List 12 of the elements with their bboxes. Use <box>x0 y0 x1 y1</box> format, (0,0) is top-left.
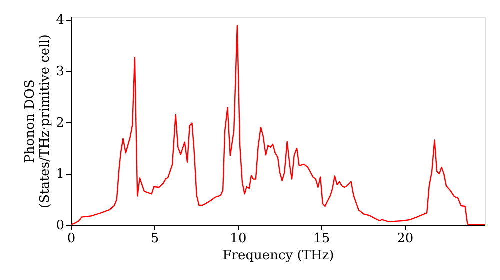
y-tick-label: 0 <box>56 218 64 234</box>
y-tick-label: 2 <box>56 116 64 131</box>
x-tick-label: 10 <box>230 232 247 246</box>
y-tick-label: 1 <box>56 167 64 182</box>
x-tick-label: 5 <box>150 232 160 246</box>
y-tick-label: 3 <box>56 64 64 80</box>
x-axis-title: Frequency (THz) <box>222 248 334 264</box>
y-tick-label: 4 <box>56 13 64 28</box>
x-tick-label: 15 <box>314 232 330 246</box>
y-axis-title: Phonon DOS (States/THz·primitive cell) <box>23 34 54 209</box>
x-tick-label: 20 <box>397 232 414 246</box>
x-tick-label: 0 <box>67 232 76 246</box>
